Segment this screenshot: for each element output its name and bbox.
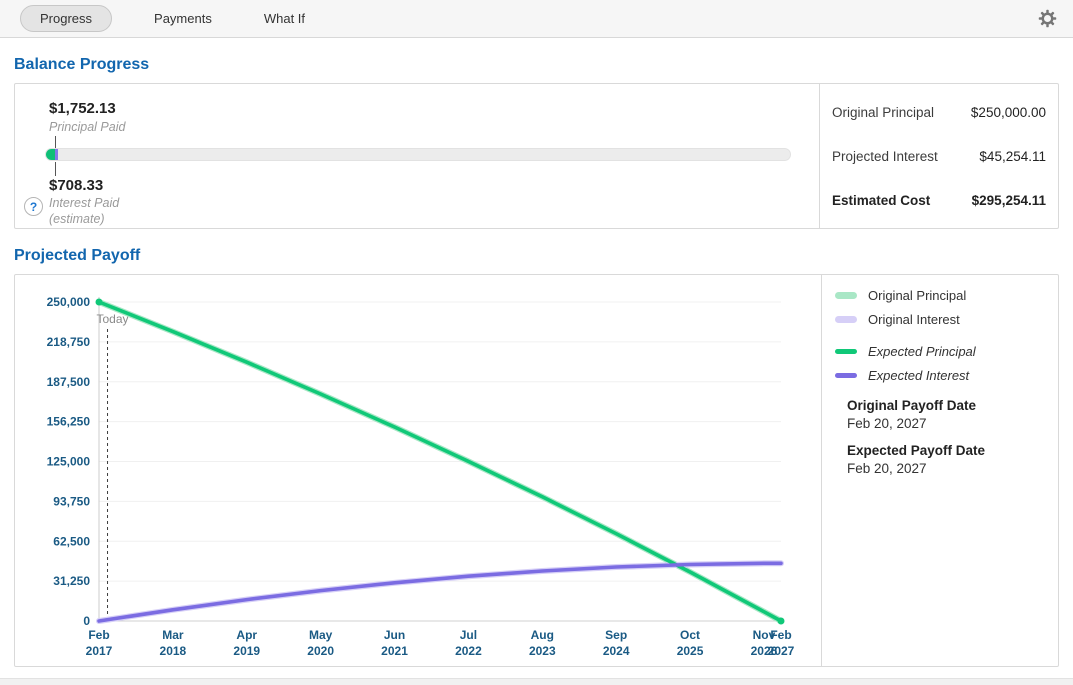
svg-text:2018: 2018 bbox=[160, 644, 187, 658]
svg-text:Feb: Feb bbox=[88, 628, 109, 642]
svg-text:Feb: Feb bbox=[770, 628, 791, 642]
legend-swatch-expected-principal bbox=[835, 349, 857, 354]
svg-text:187,500: 187,500 bbox=[47, 375, 91, 389]
window-bottom-edge bbox=[0, 678, 1073, 685]
interest-estimate-label: (estimate) bbox=[49, 212, 105, 226]
legend-item-expected-interest: Expected Interest bbox=[835, 368, 1050, 383]
legend-swatch-original-interest bbox=[835, 316, 857, 323]
summary-row-estimated-cost: Estimated Cost $295,254.11 bbox=[832, 193, 1046, 208]
svg-text:93,750: 93,750 bbox=[53, 494, 90, 508]
legend-label: Expected Interest bbox=[868, 368, 970, 383]
progress-marker-line-bottom bbox=[55, 162, 56, 176]
legend-label: Original Principal bbox=[868, 288, 967, 303]
svg-text:250,000: 250,000 bbox=[47, 295, 91, 309]
interest-paid-label: Interest Paid bbox=[49, 196, 120, 210]
svg-text:Apr: Apr bbox=[236, 628, 257, 642]
svg-text:2024: 2024 bbox=[603, 644, 630, 658]
legend-item-original-interest: Original Interest bbox=[835, 312, 1050, 327]
svg-text:2023: 2023 bbox=[529, 644, 556, 658]
svg-text:Jul: Jul bbox=[460, 628, 477, 642]
balance-progress-title: Balance Progress bbox=[14, 56, 150, 73]
interest-paid-value: $708.33 bbox=[49, 177, 104, 194]
gear-icon bbox=[1038, 9, 1057, 28]
expected-payoff-date-value: Feb 20, 2027 bbox=[847, 461, 927, 476]
svg-text:62,500: 62,500 bbox=[53, 534, 90, 548]
original-payoff-date-value: Feb 20, 2027 bbox=[847, 416, 927, 431]
summary-label: Original Principal bbox=[832, 104, 935, 120]
interest-paid-segment bbox=[55, 149, 58, 160]
principal-paid-label: Principal Paid bbox=[49, 120, 126, 134]
svg-text:156,250: 156,250 bbox=[47, 415, 91, 429]
payoff-dates-block: Original Payoff Date Feb 20, 2027 Expect… bbox=[847, 398, 1050, 476]
expected-payoff-date-label: Expected Payoff Date bbox=[847, 443, 986, 458]
legend-label: Expected Principal bbox=[868, 344, 976, 359]
legend-swatch-original-principal bbox=[835, 292, 857, 299]
projected-payoff-panel: 250,000 218,750 187,500 156,250 125,000 93,75… bbox=[14, 274, 1059, 667]
principal-paid-segment bbox=[46, 149, 55, 160]
svg-text:2017: 2017 bbox=[86, 644, 113, 658]
settings-gear-icon[interactable] bbox=[1038, 9, 1057, 28]
balance-summary-panel: Original Principal $250,000.00 Projected… bbox=[819, 84, 1058, 228]
legend-label: Original Interest bbox=[868, 312, 960, 327]
svg-text:Jun: Jun bbox=[384, 628, 405, 642]
svg-text:2020: 2020 bbox=[307, 644, 334, 658]
tab-payments[interactable]: Payments bbox=[144, 6, 222, 31]
svg-text:2027: 2027 bbox=[768, 644, 795, 658]
svg-text:2025: 2025 bbox=[677, 644, 704, 658]
svg-text:2019: 2019 bbox=[233, 644, 260, 658]
payoff-chart: 250,000 218,750 187,500 156,250 125,000 93,75… bbox=[15, 275, 821, 666]
svg-text:Mar: Mar bbox=[162, 628, 184, 642]
progress-marker-line-top bbox=[55, 136, 56, 148]
svg-text:2022: 2022 bbox=[455, 644, 482, 658]
payoff-chart-svg: 250,000 218,750 187,500 156,250 125,000 93,75… bbox=[47, 295, 795, 658]
svg-text:2021: 2021 bbox=[381, 644, 408, 658]
summary-label: Estimated Cost bbox=[832, 192, 931, 208]
summary-label: Projected Interest bbox=[832, 148, 938, 164]
balance-progress-panel: $1,752.13 Principal Paid $708.33 Interes… bbox=[14, 83, 1059, 229]
svg-text:May: May bbox=[309, 628, 333, 642]
svg-text:218,750: 218,750 bbox=[47, 335, 91, 349]
svg-text:Nov: Nov bbox=[753, 628, 776, 642]
summary-value: $250,000.00 bbox=[970, 104, 1046, 120]
projected-payoff-title: Projected Payoff bbox=[14, 247, 141, 264]
legend-item-original-principal: Original Principal bbox=[835, 288, 1050, 303]
svg-text:Today: Today bbox=[97, 312, 129, 326]
svg-text:Oct: Oct bbox=[680, 628, 700, 642]
summary-row-projected-interest: Projected Interest $45,254.11 bbox=[832, 149, 1046, 164]
summary-row-original-principal: Original Principal $250,000.00 bbox=[832, 105, 1046, 120]
tab-progress[interactable]: Progress bbox=[20, 5, 113, 32]
svg-text:0: 0 bbox=[83, 614, 90, 628]
balance-progress-bar bbox=[45, 148, 791, 161]
main-content: Balance Progress $1,752.13 Principal Pai… bbox=[0, 56, 1073, 667]
svg-text:31,250: 31,250 bbox=[53, 574, 90, 588]
tab-what-if[interactable]: What If bbox=[254, 6, 315, 31]
legend-item-expected-principal: Expected Principal bbox=[835, 344, 1050, 359]
chart-legend-panel: Original Principal Original Interest Exp… bbox=[821, 275, 1058, 666]
summary-value: $295,254.11 bbox=[971, 192, 1046, 208]
summary-value: $45,254.11 bbox=[979, 148, 1046, 164]
svg-text:2026: 2026 bbox=[751, 644, 778, 658]
tab-bar: Progress Payments What If bbox=[0, 0, 1073, 38]
original-payoff-date-label: Original Payoff Date bbox=[847, 398, 977, 413]
svg-text:Aug: Aug bbox=[531, 628, 554, 642]
principal-paid-value: $1,752.13 bbox=[49, 100, 116, 117]
legend-swatch-expected-interest bbox=[835, 373, 857, 378]
svg-text:Sep: Sep bbox=[605, 628, 627, 642]
help-question-icon[interactable]: ? bbox=[24, 197, 43, 216]
svg-text:125,000: 125,000 bbox=[47, 455, 91, 469]
balance-progress-visual: $1,752.13 Principal Paid $708.33 Interes… bbox=[15, 84, 819, 228]
